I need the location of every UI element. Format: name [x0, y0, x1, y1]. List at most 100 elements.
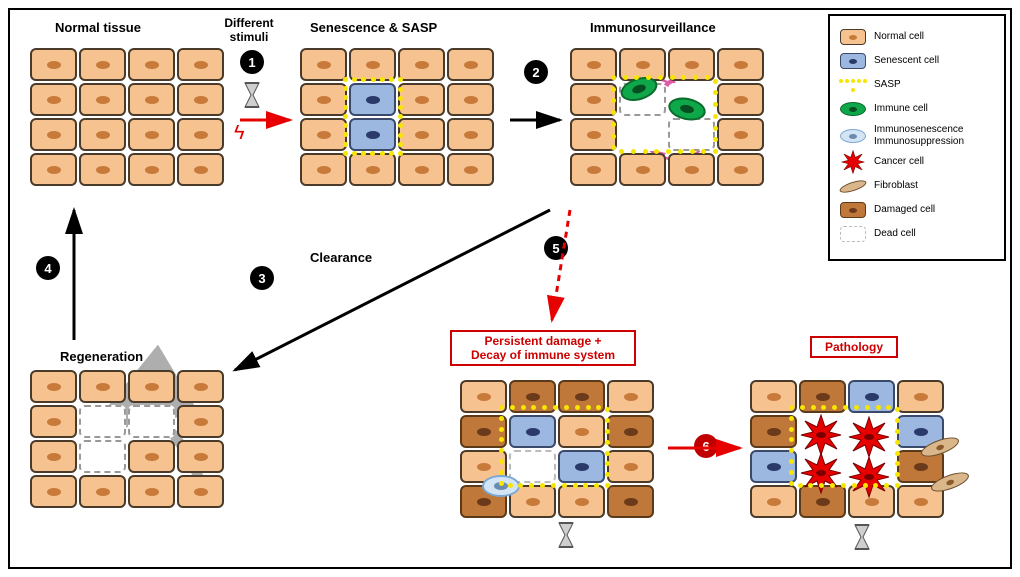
- sasp-dot: [811, 405, 816, 410]
- sasp-dot: [705, 75, 710, 80]
- senescent-swatch: [838, 52, 868, 70]
- senescent-cell: [509, 415, 556, 448]
- step-6: 6: [694, 434, 718, 458]
- sasp-dot: [343, 86, 348, 91]
- normal-cell: [30, 370, 77, 403]
- sasp-dot: [499, 481, 504, 486]
- normal-cell: [79, 153, 126, 186]
- panel-immunosurveillance: [570, 48, 766, 188]
- normal-cell: [177, 440, 224, 473]
- legend-row-damaged: Damaged cell: [838, 201, 996, 219]
- step-4: 4: [36, 256, 60, 280]
- step-1: 1: [240, 50, 264, 74]
- sasp-dot: [690, 149, 695, 154]
- title-stimuli: Different stimuli: [214, 16, 284, 44]
- normal-cell: [79, 370, 126, 403]
- step-2: 2: [524, 60, 548, 84]
- sasp-dot: [658, 75, 663, 80]
- sasp-dot: [854, 405, 859, 410]
- normal-cell: [447, 83, 494, 116]
- sasp-dot: [623, 75, 628, 80]
- immunosen-swatch: [838, 127, 868, 145]
- normal-cell: [30, 153, 77, 186]
- sasp-dot: [343, 142, 348, 147]
- normal-cell: [30, 475, 77, 508]
- bolt-icon-1: ϟ: [234, 122, 245, 145]
- title-regeneration: Regeneration: [60, 349, 143, 364]
- sasp-dot: [605, 429, 610, 434]
- normal-cell: [30, 83, 77, 116]
- sasp-dot: [586, 405, 591, 410]
- sasp-dot: [789, 405, 794, 410]
- sasp-dot: [343, 123, 348, 128]
- normal-cell: [300, 153, 347, 186]
- sasp-dot: [551, 483, 556, 488]
- sasp-dot: [789, 481, 794, 486]
- normal-cell: [79, 475, 126, 508]
- sasp-dot: [573, 483, 578, 488]
- sasp-dot: [352, 77, 357, 82]
- normal-cell: [398, 118, 445, 151]
- normal-cell: [177, 118, 224, 151]
- sasp-dot: [562, 483, 567, 488]
- damaged-cell: [607, 485, 654, 518]
- normal-cell: [300, 48, 347, 81]
- sasp-dot: [371, 77, 376, 82]
- legend-label: Damaged cell: [874, 204, 935, 216]
- sasp-dot: [343, 132, 348, 137]
- sasp-dot: [863, 483, 868, 488]
- normal-cell: [128, 83, 175, 116]
- normal-cell: [177, 153, 224, 186]
- normal-cell: [79, 83, 126, 116]
- normal-cell: [717, 153, 764, 186]
- sasp-dot: [380, 77, 385, 82]
- sasp-dot: [499, 427, 504, 432]
- empty-gap: [619, 118, 666, 151]
- damaged-swatch: [838, 201, 868, 219]
- normal-cell: [607, 450, 654, 483]
- regenerating-slot: [79, 440, 126, 473]
- normal-swatch: [838, 28, 868, 46]
- normal-cell: [30, 48, 77, 81]
- sasp-dot: [553, 405, 558, 410]
- sasp-dot: [380, 151, 385, 156]
- sasp-dot: [508, 483, 513, 488]
- senescent-cell: [349, 83, 396, 116]
- normal-cell: [558, 415, 605, 448]
- legend-label: Fibroblast: [874, 180, 918, 192]
- sasp-dot: [713, 79, 718, 84]
- legend-label: Dead cell: [874, 228, 916, 240]
- normal-cell: [177, 370, 224, 403]
- sasp-dot: [713, 149, 718, 154]
- normal-cell: [79, 118, 126, 151]
- sasp-dot: [398, 77, 403, 82]
- sasp-dot: [343, 95, 348, 100]
- label-persistent: Persistent damage + Decay of immune syst…: [450, 330, 636, 366]
- legend-row-dead: Dead cell: [838, 225, 996, 243]
- legend-row-immune: Immune cell: [838, 100, 996, 118]
- normal-cell: [570, 118, 617, 151]
- normal-cell: [177, 405, 224, 438]
- sasp-dot: [398, 96, 403, 101]
- normal-cell: [570, 48, 617, 81]
- legend-label: Immunosenescence Immunosuppression: [874, 124, 964, 147]
- label-pathology: Pathology: [810, 336, 898, 358]
- title-senescence: Senescence & SASP: [310, 20, 437, 35]
- normal-cell: [619, 153, 666, 186]
- step-3: 3: [250, 266, 274, 290]
- normal-cell: [607, 380, 654, 413]
- panel-senescence: [300, 48, 496, 188]
- sasp-dot: [876, 405, 881, 410]
- cleared-cell: [668, 118, 715, 151]
- normal-cell: [300, 83, 347, 116]
- normal-cell: [177, 475, 224, 508]
- normal-cell: [30, 118, 77, 151]
- immune-swatch: [838, 100, 868, 118]
- legend-row-cancer: Cancer cell: [838, 153, 996, 171]
- legend-row-normal: Normal cell: [838, 28, 996, 46]
- label-clearance: Clearance: [310, 250, 372, 265]
- sasp-dot: [398, 151, 403, 156]
- sasp-dot: [611, 75, 616, 80]
- sasp-dot: [499, 416, 504, 421]
- normal-cell: [30, 405, 77, 438]
